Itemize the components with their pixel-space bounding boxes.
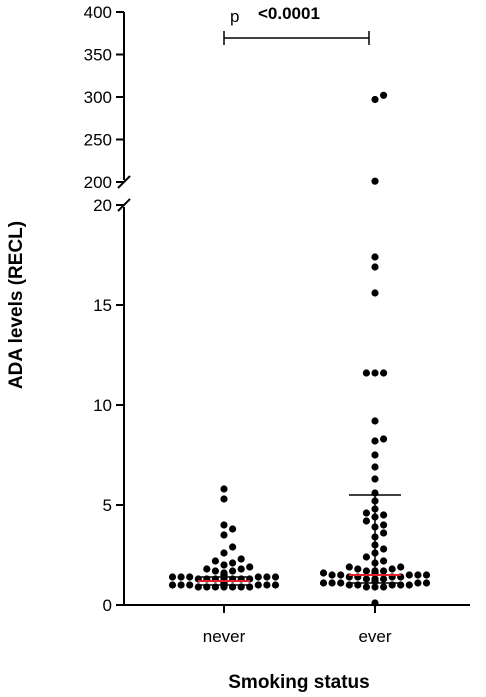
data-point-ever bbox=[380, 567, 388, 575]
y-tick-label: 10 bbox=[93, 396, 112, 415]
y-axis-title: ADA levels (RECL) bbox=[6, 221, 27, 389]
x-tick-label-never: never bbox=[203, 627, 246, 646]
data-point-never bbox=[211, 557, 219, 565]
data-point-never bbox=[237, 565, 245, 573]
data-point-ever bbox=[362, 567, 370, 575]
data-point-never bbox=[220, 561, 228, 569]
data-point-ever bbox=[328, 571, 336, 579]
data-point-never bbox=[168, 581, 177, 589]
data-point-ever bbox=[422, 571, 431, 579]
x-axis-title: Smoking status bbox=[228, 672, 369, 693]
data-point-ever bbox=[405, 571, 413, 579]
data-point-ever bbox=[319, 569, 328, 577]
data-point-never bbox=[271, 573, 280, 581]
data-point-ever bbox=[371, 253, 379, 261]
data-point-ever bbox=[371, 369, 379, 377]
data-point-never bbox=[220, 569, 228, 577]
data-point-ever bbox=[371, 263, 379, 271]
data-point-ever bbox=[319, 579, 328, 587]
y-tick-label: 250 bbox=[84, 131, 112, 150]
data-point-never bbox=[229, 543, 237, 551]
data-point-ever bbox=[371, 177, 379, 185]
data-point-ever bbox=[337, 571, 345, 579]
data-point-never bbox=[168, 573, 177, 581]
data-point-never bbox=[271, 581, 280, 589]
data-point-never bbox=[186, 581, 194, 589]
data-point-ever bbox=[362, 583, 370, 591]
data-point-never bbox=[220, 485, 228, 493]
data-point-never bbox=[220, 521, 228, 529]
significance-p-label: p bbox=[230, 7, 239, 26]
data-point-never bbox=[211, 567, 219, 575]
data-point-ever bbox=[345, 563, 353, 571]
data-point-never bbox=[263, 573, 271, 581]
data-point-ever bbox=[414, 571, 422, 579]
data-point-ever bbox=[362, 575, 370, 583]
data-point-ever bbox=[371, 289, 379, 297]
data-point-never bbox=[263, 581, 271, 589]
data-point-never bbox=[177, 573, 185, 581]
data-point-ever bbox=[380, 369, 388, 377]
y-tick-label: 300 bbox=[84, 88, 112, 107]
y-tick-label: 350 bbox=[84, 46, 112, 65]
label-layer: ADA levels (RECL) Smoking status never e… bbox=[6, 4, 392, 693]
data-point-ever bbox=[328, 579, 336, 587]
data-point-never bbox=[220, 549, 228, 557]
data-point-ever bbox=[362, 369, 370, 377]
data-point-never bbox=[254, 581, 262, 589]
significance-value-label: <0.0001 bbox=[258, 4, 320, 23]
y-tick-label: 15 bbox=[93, 296, 112, 315]
data-point-ever bbox=[380, 521, 388, 529]
data-point-never bbox=[186, 573, 194, 581]
axis-layer: 0 5 10 15 20 200 250 300 350 400 bbox=[84, 3, 470, 615]
data-point-ever bbox=[380, 435, 388, 443]
data-point-never bbox=[229, 525, 237, 533]
data-point-ever bbox=[337, 579, 345, 587]
data-point-ever bbox=[371, 437, 379, 445]
y-tick-label: 20 bbox=[93, 196, 112, 215]
data-point-never bbox=[220, 495, 228, 503]
data-point-ever bbox=[362, 509, 370, 517]
data-point-ever bbox=[380, 557, 388, 565]
data-point-ever bbox=[380, 529, 388, 537]
data-point-ever bbox=[371, 95, 379, 104]
data-point-ever bbox=[362, 553, 370, 561]
data-point-ever bbox=[380, 511, 388, 519]
data-point-never bbox=[177, 581, 185, 589]
data-point-ever bbox=[388, 565, 396, 573]
summary-layer bbox=[198, 494, 401, 586]
x-tick-label-ever: ever bbox=[358, 627, 391, 646]
data-point-never bbox=[246, 563, 254, 571]
data-point-ever bbox=[397, 563, 405, 571]
data-point-never bbox=[229, 567, 237, 575]
data-point-ever bbox=[380, 575, 388, 583]
data-point-never bbox=[203, 565, 211, 573]
data-point-ever bbox=[371, 451, 379, 459]
data-point-ever bbox=[371, 583, 379, 591]
data-point-never bbox=[229, 559, 237, 567]
data-point-ever bbox=[371, 417, 379, 425]
data-point-ever bbox=[405, 581, 413, 589]
y-tick-label: 0 bbox=[103, 596, 112, 615]
data-point-ever bbox=[371, 463, 379, 471]
y-tick-label: 200 bbox=[84, 173, 112, 192]
data-point-ever bbox=[362, 517, 370, 525]
data-point-ever bbox=[414, 579, 422, 587]
data-point-never bbox=[254, 573, 262, 581]
data-point-ever bbox=[380, 91, 388, 99]
data-point-ever bbox=[422, 579, 431, 587]
data-point-ever bbox=[354, 565, 362, 573]
points-layer bbox=[168, 91, 431, 607]
data-point-ever bbox=[380, 583, 388, 591]
data-point-ever bbox=[380, 545, 388, 553]
data-point-never bbox=[220, 531, 228, 539]
data-point-ever bbox=[371, 475, 379, 483]
y-tick-label: 5 bbox=[103, 496, 112, 515]
data-point-ever bbox=[371, 599, 379, 607]
y-tick-label: 400 bbox=[84, 3, 112, 22]
data-point-never bbox=[237, 555, 245, 563]
